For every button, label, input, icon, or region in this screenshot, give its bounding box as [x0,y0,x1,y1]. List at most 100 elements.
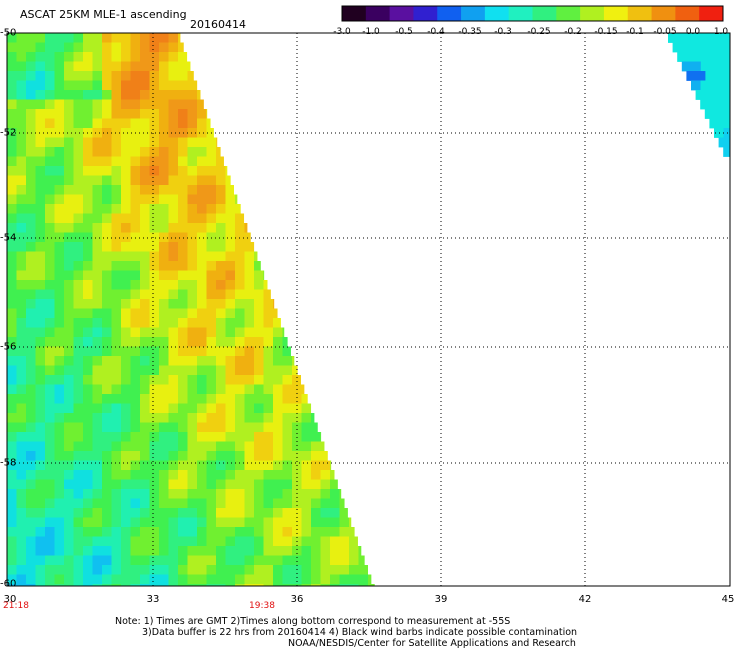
swath-cell [263,546,274,556]
swath-cell [45,251,55,262]
swath-cell [197,394,207,404]
swath-cell [130,384,141,395]
swath-cell [168,517,179,528]
swath-cell [111,337,122,347]
swath-cell [92,508,103,518]
swath-cell [7,327,17,338]
swath-cell [111,555,122,566]
swath-cell [7,61,17,72]
swath-cell [273,327,283,338]
swath-cell [16,584,27,587]
swath-cell [244,299,255,309]
swath-cell [111,498,122,509]
plot-frame [6,32,731,587]
swath-cell [130,375,141,385]
swath-cell [83,213,93,224]
swath-cell [197,555,207,566]
swath-cell [235,318,245,328]
swath-cell [121,356,131,366]
swath-cell [178,536,188,547]
swath-cell [301,479,312,490]
swath-cell [26,175,36,186]
swath-cell [121,289,131,300]
swath-cell [724,52,731,62]
swath-cell [26,318,36,328]
swath-cell [35,479,46,490]
swath-cell [130,251,141,262]
swath-cell [330,574,340,585]
swath-cell [130,99,141,110]
swath-cell [225,565,236,575]
swath-cell [7,337,17,347]
swath-cell [216,213,226,224]
swath-cell [111,327,122,338]
swath-cell [121,175,131,186]
swath-cell [273,508,283,518]
swath-cell [159,384,169,395]
swath-cell [273,394,283,404]
swath-cell [216,394,226,404]
swath-cell [140,460,150,471]
swath-cell [719,80,730,91]
swath-cell [168,118,179,129]
colorbar-swatch [556,6,581,21]
swath-cell [83,242,93,252]
swath-cell [54,204,65,214]
swath-cell [244,308,255,319]
swath-cell [7,289,17,300]
swath-cell [64,109,74,119]
swath-cell [16,280,27,290]
swath-cell [102,261,112,271]
swath-cell [705,52,716,62]
swath-cell [35,546,46,556]
swath-cell [206,251,217,262]
swath-cell [45,109,55,119]
swath-cell [225,413,236,423]
swath-cell [7,166,17,176]
swath-cell [121,574,131,585]
swath-cell [235,337,245,347]
swath-cell [168,337,179,347]
swath-cell [301,498,312,509]
swath-cell [121,451,131,461]
swath-cell [320,555,331,566]
swath-cell [206,574,217,585]
swath-cell [149,375,160,385]
swath-cell [225,232,236,243]
swath-cell [7,80,17,91]
swath-cell [159,565,169,575]
swath-cell [273,413,283,423]
swath-cell [102,213,112,224]
swath-cell [54,52,65,62]
swath-cell [35,270,46,281]
swath-cell [216,489,226,499]
swath-cell [197,147,207,157]
swath-cell [16,574,27,585]
swath-cell [54,147,65,157]
colorbar-label: -0.25 [527,27,551,37]
swath-cell [16,565,27,575]
swath-cell [111,175,122,186]
swath-cell [168,565,179,575]
swath-cell [35,90,46,100]
swath-cell [64,432,74,442]
swath-cell [168,61,179,72]
swath-cell [187,508,198,518]
swath-cell [121,223,131,233]
swath-cell [168,42,179,53]
swath-cell [187,413,198,423]
swath-cell [130,232,141,243]
swath-cell [225,337,236,347]
swath-cell [92,61,103,72]
swath-cell [121,156,131,167]
swath-cell [45,242,55,252]
swath-cell [73,413,84,423]
swath-cell [254,337,264,347]
swath-cell [73,365,84,376]
swath-cell [178,441,188,452]
colorbar-label: -0.1 [626,27,644,37]
swath-cell [235,546,245,556]
swath-cell [206,508,217,518]
swath-cell [73,508,84,518]
swath-cell [16,213,27,224]
